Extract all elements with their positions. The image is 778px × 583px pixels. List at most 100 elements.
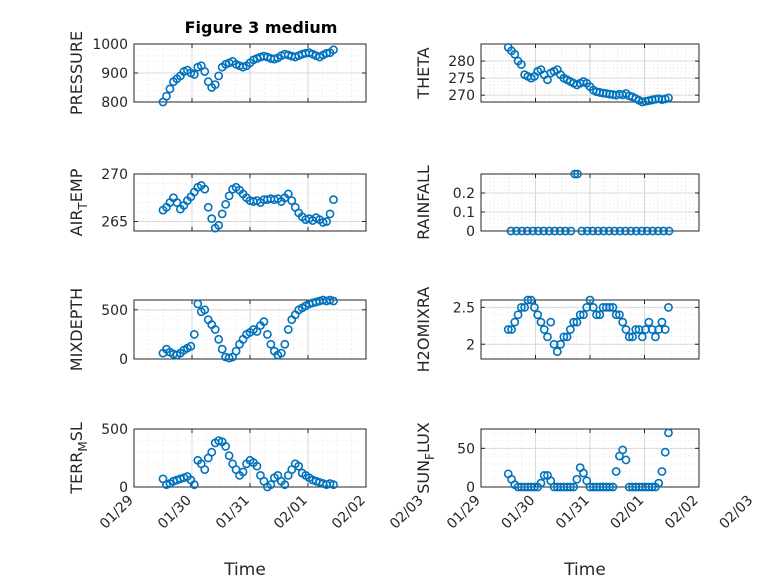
y-tick-label: 2.5 <box>453 300 475 316</box>
data-point <box>659 226 668 236</box>
data-point <box>588 226 598 236</box>
y-axis-label: MIXDEPTH <box>67 288 86 371</box>
data-point <box>162 91 171 101</box>
data-point <box>657 317 667 327</box>
y-axis-label: PRESSURE <box>67 31 86 115</box>
data-point <box>280 480 290 490</box>
panel-mixdepth: 0 500 MIXDEPTH <box>67 288 367 371</box>
data-point <box>329 296 338 306</box>
y-tick-label: 280 <box>448 54 475 70</box>
data-point <box>621 226 630 236</box>
x-tick-label: 02/03 <box>716 493 756 533</box>
y-axis-label: SUNFLUX <box>414 422 437 494</box>
y-tick-label: 2 <box>466 337 475 353</box>
y-tick-label: 0 <box>466 224 475 240</box>
chart-title: Figure 3 medium <box>185 18 338 37</box>
panel-terr_msl: 0 500 TERRMSL 01/29 01/30 01/31 02/01 02/02 02/0… <box>67 422 427 580</box>
panel-pressure: 800 900 1000 PRESSURE Figure 3 medium <box>67 18 367 115</box>
data-point <box>579 310 588 320</box>
data-point <box>329 45 338 55</box>
data-point <box>618 445 628 455</box>
data-point <box>610 226 619 236</box>
y-axis-label: TERRMSL <box>67 422 90 495</box>
data-point <box>516 302 526 312</box>
data-point <box>651 332 660 342</box>
data-point <box>189 330 199 339</box>
data-point <box>543 75 552 85</box>
data-point <box>193 299 203 309</box>
data-point <box>585 295 595 305</box>
data-point <box>189 480 199 490</box>
data-point <box>530 482 539 492</box>
data-point <box>579 468 588 478</box>
x-tick-label: 01/30 <box>498 493 538 533</box>
data-point <box>200 305 210 315</box>
y-axis-label: RAINFALL <box>414 165 433 240</box>
data-point <box>510 49 520 59</box>
data-point <box>660 447 670 457</box>
data-point <box>266 339 276 349</box>
data-point <box>628 332 637 342</box>
data-point <box>520 302 529 312</box>
x-tick-label: 02/02 <box>329 493 369 533</box>
data-point <box>221 199 231 209</box>
data-point <box>526 295 536 305</box>
data-point <box>595 310 605 320</box>
data-point <box>513 310 523 320</box>
data-point <box>536 317 546 327</box>
data-point <box>510 317 520 327</box>
data-point <box>615 310 624 320</box>
data-point <box>507 325 516 334</box>
x-tick-label: 01/31 <box>213 493 253 533</box>
y-axis-label: AIRTEMP <box>67 168 90 236</box>
x-tick-label: 01/30 <box>155 493 195 533</box>
data-point <box>621 325 631 334</box>
data-point <box>512 226 521 236</box>
y-tick-label: 0.2 <box>453 186 475 202</box>
data-point <box>503 325 513 334</box>
data-point <box>605 482 615 492</box>
data-point <box>573 169 582 179</box>
data-point <box>559 332 569 342</box>
x-axis-label: Time <box>563 560 606 580</box>
data-point <box>565 482 575 492</box>
data-point <box>539 470 549 480</box>
data-point <box>611 467 621 476</box>
data-point <box>224 451 234 461</box>
data-point <box>637 226 647 236</box>
data-point <box>283 189 293 199</box>
data-point <box>224 191 234 201</box>
data-point <box>207 214 217 224</box>
data-point <box>637 332 647 342</box>
data-point <box>555 226 565 236</box>
data-point <box>539 325 549 334</box>
y-tick-label: 50 <box>457 441 475 457</box>
data-point <box>203 202 213 212</box>
data-point <box>608 482 618 492</box>
data-point <box>664 428 673 438</box>
y-tick-label: 500 <box>101 303 128 319</box>
data-point <box>533 226 543 236</box>
data-point <box>259 317 269 327</box>
data-point <box>566 226 576 236</box>
y-tick-label: 0.1 <box>453 205 475 221</box>
panel-h2omixra: 2 2.5 H2OMIXRA <box>414 287 700 372</box>
data-point <box>604 226 614 236</box>
y-tick-label: 0 <box>466 480 475 496</box>
data-point <box>631 226 641 236</box>
data-point <box>522 226 532 236</box>
y-tick-label: 1000 <box>92 37 128 53</box>
x-tick-label: 01/29 <box>444 493 484 533</box>
data-point <box>214 334 224 344</box>
data-point <box>221 441 231 451</box>
data-point <box>283 325 293 334</box>
data-point <box>572 317 582 327</box>
data-point <box>552 347 562 357</box>
data-point <box>615 226 625 236</box>
data-point <box>200 184 210 194</box>
data-point <box>280 339 290 349</box>
data-point <box>262 330 272 339</box>
data-point <box>550 226 559 236</box>
data-point <box>565 325 575 334</box>
data-point <box>544 226 554 236</box>
